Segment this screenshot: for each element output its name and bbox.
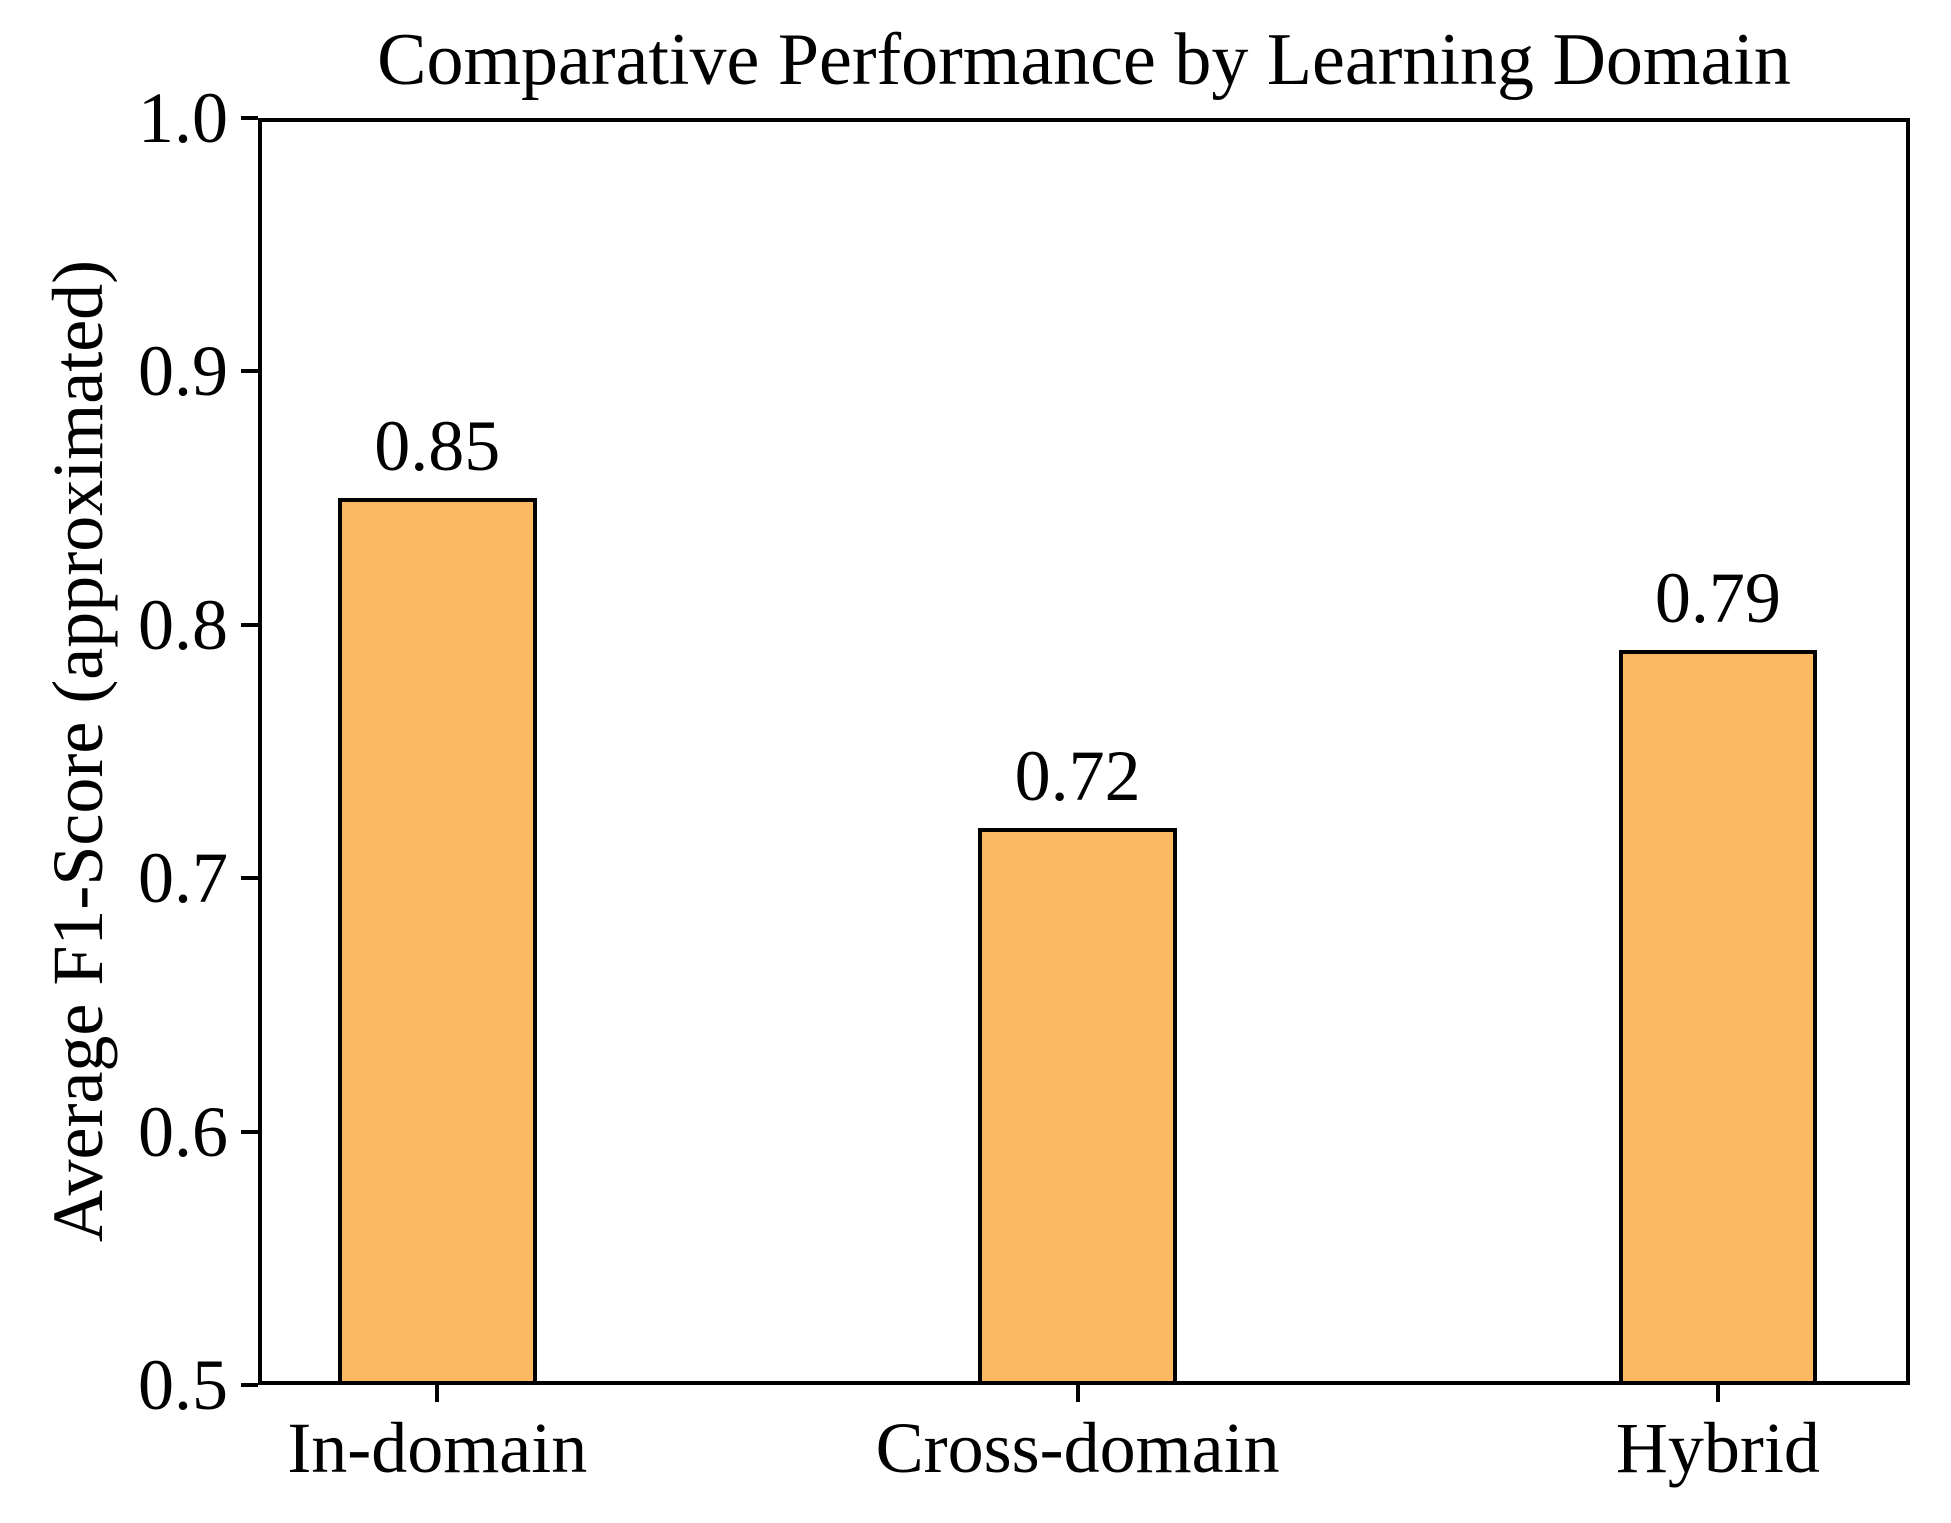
y-tick-mark bbox=[241, 369, 258, 374]
y-tick-label: 0.7 bbox=[138, 838, 228, 919]
x-tick-label: In-domain bbox=[287, 1408, 588, 1488]
bar bbox=[978, 827, 1177, 1385]
y-tick-label: 0.8 bbox=[138, 584, 228, 665]
bar bbox=[1618, 650, 1818, 1385]
x-tick-mark bbox=[1075, 1385, 1080, 1402]
y-tick-label: 1.0 bbox=[138, 78, 228, 158]
bar bbox=[338, 498, 537, 1385]
y-tick-label: 0.9 bbox=[138, 331, 228, 412]
y-tick-mark bbox=[241, 1129, 258, 1134]
x-tick-mark bbox=[435, 1385, 440, 1402]
bar-value-label: 0.85 bbox=[374, 406, 501, 487]
x-tick-mark bbox=[1715, 1385, 1720, 1402]
y-tick-mark bbox=[241, 1383, 258, 1387]
x-tick-label: Hybrid bbox=[1615, 1408, 1820, 1488]
y-tick-mark bbox=[241, 622, 258, 627]
y-tick-label: 0.6 bbox=[138, 1091, 228, 1172]
bar-value-label: 0.72 bbox=[1014, 735, 1141, 816]
y-axis-label: Average F1-Score (approximated) bbox=[38, 259, 118, 1243]
y-tick-label: 0.5 bbox=[138, 1345, 228, 1425]
x-tick-label: Cross-domain bbox=[875, 1408, 1280, 1488]
y-tick-mark bbox=[241, 876, 258, 881]
y-tick-mark bbox=[241, 116, 258, 120]
plot-area: 0.5 0.6 0.7 0.8 0.9 1.0 0.85 In-domain 0.72 Cross… bbox=[138, 82, 1910, 1488]
chart-title: Comparative Performance by Learning Doma… bbox=[377, 19, 1791, 101]
bar-value-label: 0.79 bbox=[1654, 558, 1781, 639]
